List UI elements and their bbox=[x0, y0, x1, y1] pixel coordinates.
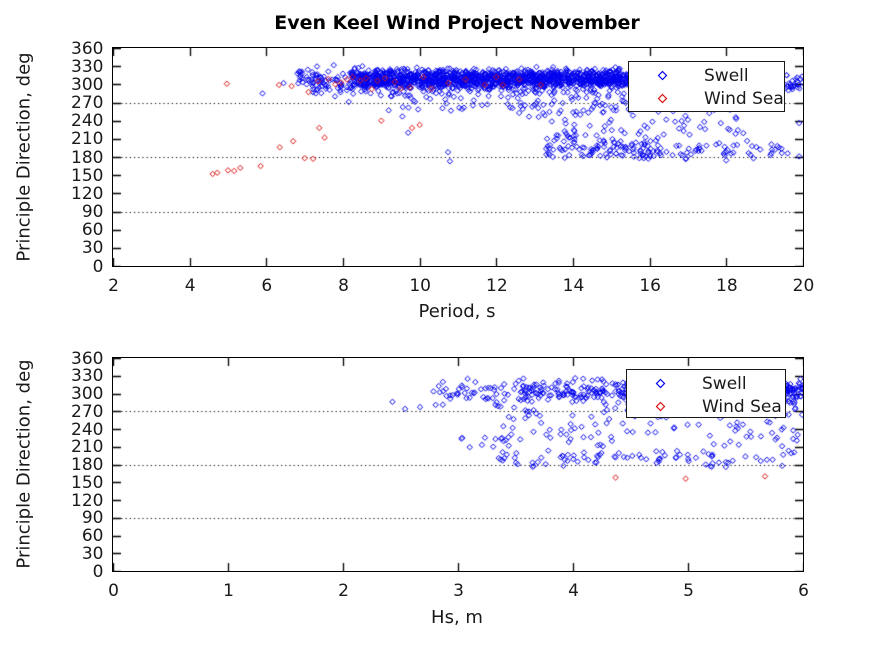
y-tick-label: 30 bbox=[81, 238, 104, 259]
legend-item: Wind Sea bbox=[627, 395, 785, 418]
y-tick-label: 240 bbox=[71, 419, 104, 440]
y-tick-label: 60 bbox=[81, 526, 104, 546]
x-tick-label: 12 bbox=[486, 275, 508, 296]
y-tick-label: 180 bbox=[71, 147, 104, 168]
legend-item: Swell bbox=[629, 64, 784, 87]
x-tick-label: 20 bbox=[792, 275, 815, 296]
y-tick-label: 360 bbox=[71, 38, 104, 59]
y-tick-label: 0 bbox=[92, 561, 104, 582]
x-tick-label: 5 bbox=[683, 580, 694, 601]
y-tick-label: 240 bbox=[71, 111, 104, 132]
y-tick-label: 270 bbox=[71, 93, 104, 113]
y-tick-label: 330 bbox=[71, 56, 104, 77]
legend-label: Swell bbox=[704, 65, 749, 86]
y-tick-label: 210 bbox=[71, 129, 104, 150]
x-tick-label: 2 bbox=[108, 275, 119, 296]
x-tick-label: 3 bbox=[453, 580, 464, 601]
x-tick-label: 16 bbox=[639, 275, 661, 296]
y-tick-label: 180 bbox=[71, 455, 104, 475]
y-axis-label: Principle Direction, deg bbox=[13, 359, 35, 569]
y-tick-label: 360 bbox=[71, 348, 104, 369]
y-tick-label: 30 bbox=[81, 543, 104, 564]
y-tick-label: 210 bbox=[71, 437, 104, 458]
y-tick-label: 120 bbox=[71, 490, 104, 511]
x-tick-label: 8 bbox=[338, 275, 349, 296]
x-tick-label: 6 bbox=[261, 275, 273, 296]
legend-label: Wind Sea bbox=[704, 88, 784, 109]
y-tick-label: 270 bbox=[71, 401, 104, 422]
x-tick-label: 0 bbox=[108, 580, 119, 601]
figure-title: Even Keel Wind Project November bbox=[274, 12, 640, 34]
legend-item: Swell bbox=[627, 372, 785, 395]
y-tick-label: 90 bbox=[81, 508, 104, 529]
x-tick-label: 18 bbox=[716, 275, 738, 296]
legend-label: Swell bbox=[702, 373, 747, 394]
legend: Swell Wind Sea bbox=[628, 61, 785, 112]
plot-area bbox=[112, 47, 804, 267]
swell-marker-icon bbox=[657, 70, 668, 81]
y-tick-label: 330 bbox=[71, 366, 104, 387]
y-tick-label: 90 bbox=[81, 202, 104, 222]
y-tick-label: 150 bbox=[71, 165, 104, 186]
x-axis-label: Hs, m bbox=[431, 607, 483, 628]
windsea-marker-icon bbox=[655, 401, 666, 412]
x-tick-label: 4 bbox=[568, 580, 579, 601]
x-axis-label: Period, s bbox=[418, 301, 496, 322]
y-tick-label: 0 bbox=[92, 256, 104, 277]
y-tick-label: 300 bbox=[71, 384, 104, 404]
x-tick-label: 2 bbox=[338, 580, 349, 601]
legend-label: Wind Sea bbox=[702, 396, 782, 417]
x-tick-label: 1 bbox=[223, 580, 234, 601]
swell-marker-icon bbox=[655, 378, 666, 389]
y-tick-label: 120 bbox=[71, 183, 104, 204]
x-tick-label: 6 bbox=[798, 580, 809, 601]
x-tick-label: 14 bbox=[562, 275, 585, 296]
windsea-marker-icon bbox=[657, 93, 668, 104]
y-tick-label: 60 bbox=[81, 220, 104, 241]
x-tick-label: 4 bbox=[184, 275, 196, 296]
y-tick-label: 150 bbox=[71, 472, 104, 493]
legend: Swell Wind Sea bbox=[626, 369, 786, 418]
x-tick-label: 10 bbox=[409, 275, 431, 296]
legend-item: Wind Sea bbox=[629, 87, 784, 110]
y-tick-label: 300 bbox=[71, 74, 104, 95]
